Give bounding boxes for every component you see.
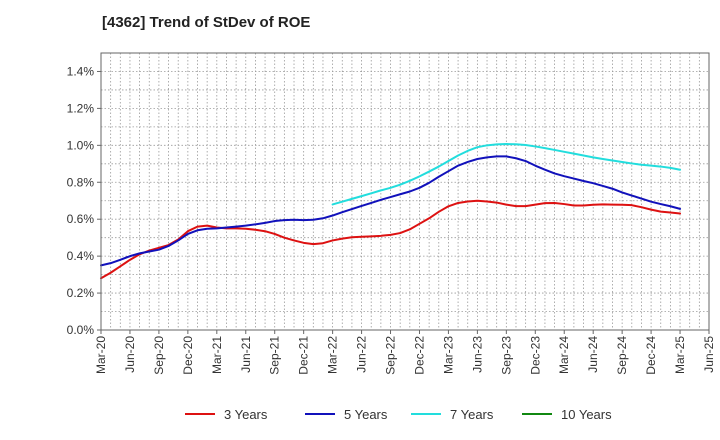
x-tick-label: Mar-22 (326, 336, 340, 374)
legend: 3 Years 5 Years 7 Years 10 Years (185, 407, 612, 422)
legend-label-2: 5 Years (344, 407, 388, 422)
x-tick-label: Dec-21 (297, 336, 311, 375)
x-tick-label: Dec-22 (412, 336, 426, 375)
x-tick-label: Jun-25 (702, 336, 716, 373)
series-layer (100, 143, 682, 280)
x-tick-label: Sep-24 (615, 336, 629, 375)
series-line-2 (100, 155, 682, 267)
series-line-1 (100, 199, 682, 280)
chart-title: [4362] Trend of StDev of ROE (102, 14, 311, 31)
y-tick-label: 0.0% (67, 323, 95, 337)
x-tick-label: Jun-20 (123, 336, 137, 373)
plot-area (101, 53, 709, 330)
y-tick-label: 1.2% (67, 101, 95, 115)
series-line-3 (331, 143, 682, 206)
x-tick-label: Mar-20 (94, 336, 108, 374)
axes: 0.0% 0.2% 0.4% 0.6% 0.8% 1.0% 1.2% 1.4% Mar-20 Ju… (67, 52, 716, 375)
x-tick-label: Sep-22 (384, 336, 398, 375)
y-tick-label: 0.8% (67, 175, 95, 189)
x-tick-label: Mar-21 (210, 336, 224, 374)
x-tick-label: Jun-24 (586, 336, 600, 373)
legend-label-4: 10 Years (561, 407, 612, 422)
x-tick-label: Mar-24 (557, 336, 571, 374)
x-tick-label: Dec-24 (644, 336, 658, 375)
x-tick-label: Sep-20 (152, 336, 166, 375)
y-tick-label: 0.4% (67, 249, 95, 263)
x-tick-label: Sep-21 (268, 336, 282, 375)
x-tick-label: Jun-21 (239, 336, 253, 373)
x-tick-label: Jun-22 (355, 336, 369, 373)
x-tick-label: Dec-23 (528, 336, 542, 375)
legend-label-1: 3 Years (224, 407, 268, 422)
y-tick-label: 1.4% (67, 64, 95, 78)
x-tick-label: Sep-23 (499, 336, 513, 375)
plot-border (100, 52, 710, 331)
y-tick-label: 1.0% (67, 138, 95, 152)
x-tick-label: Mar-25 (673, 336, 687, 374)
y-tick-label: 0.2% (67, 286, 95, 300)
x-tick-label: Jun-23 (470, 336, 484, 373)
x-tick-label: Dec-20 (181, 336, 195, 375)
legend-label-3: 7 Years (450, 407, 494, 422)
x-tick-label: Mar-23 (441, 336, 455, 374)
grid (101, 53, 709, 330)
y-tick-label: 0.6% (67, 212, 95, 226)
